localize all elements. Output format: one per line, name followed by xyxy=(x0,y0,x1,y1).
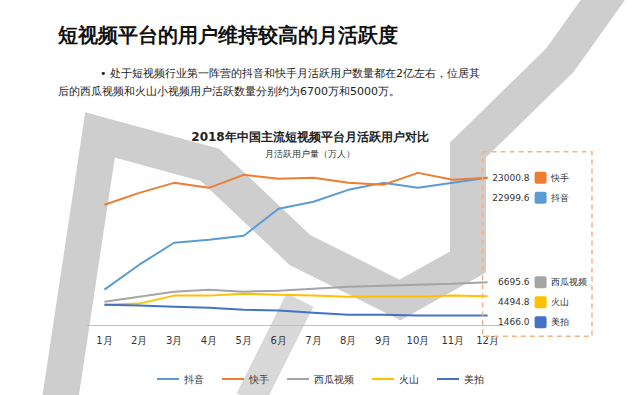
svg-text:火山: 火山 xyxy=(399,374,419,385)
svg-text:抖音: 抖音 xyxy=(550,193,569,203)
svg-text:西瓜视频: 西瓜视频 xyxy=(314,374,354,385)
svg-text:4494.8: 4494.8 xyxy=(498,297,530,307)
svg-text:10月: 10月 xyxy=(407,335,430,346)
svg-text:美拍: 美拍 xyxy=(464,374,484,385)
html-text:后的西瓜视频和火山小视频用户活跃数量分别约为6700万和50: 后的西瓜视频和火山小视频用户活跃数量分别约为6700万和5000万。 xyxy=(58,85,400,98)
svg-text:22999.6: 22999.6 xyxy=(492,193,529,203)
svg-text:4月: 4月 xyxy=(201,335,217,346)
svg-text:5月: 5月 xyxy=(236,335,252,346)
svg-text:7月: 7月 xyxy=(305,335,321,346)
svg-text:西瓜视频: 西瓜视频 xyxy=(551,277,587,287)
html-text:短视频平台的用户维持较高的月活跃度: 短视频平台的用户维持较高的月活跃度 xyxy=(58,23,398,47)
svg-text:9月: 9月 xyxy=(375,335,391,346)
svg-text:快手: 快手 xyxy=(550,173,569,183)
svg-text:火山: 火山 xyxy=(551,297,569,307)
svg-text:6月: 6月 xyxy=(270,335,286,346)
svg-text:6695.6: 6695.6 xyxy=(498,277,530,287)
svg-text:月活跃用户量（万人）: 月活跃用户量（万人） xyxy=(265,149,355,159)
svg-text:2月: 2月 xyxy=(131,335,147,346)
svg-text:快手: 快手 xyxy=(248,374,269,385)
svg-text:23000.8: 23000.8 xyxy=(492,173,529,183)
svg-text:3月: 3月 xyxy=(166,335,182,346)
svg-text:1月: 1月 xyxy=(96,335,112,346)
html-text:• 处于短视频行业第一阵营的抖音和快手月活跃用户数量都在2亿: • 处于短视频行业第一阵营的抖音和快手月活跃用户数量都在2亿左右，位居其 xyxy=(100,67,480,80)
svg-text:11月: 11月 xyxy=(441,335,464,346)
svg-text:美拍: 美拍 xyxy=(551,317,569,327)
svg-text:抖音: 抖音 xyxy=(183,374,204,385)
svg-text:2018年中国主流短视频平台月活跃用户对比: 2018年中国主流短视频平台月活跃用户对比 xyxy=(191,130,428,144)
svg-text:1466.0: 1466.0 xyxy=(498,317,530,327)
svg-text:12月: 12月 xyxy=(476,334,499,346)
svg-text:8月: 8月 xyxy=(340,335,356,346)
